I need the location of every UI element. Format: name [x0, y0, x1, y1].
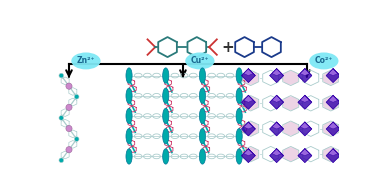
Ellipse shape: [242, 96, 259, 110]
FancyBboxPatch shape: [245, 72, 337, 162]
Ellipse shape: [71, 53, 101, 69]
Ellipse shape: [309, 53, 338, 69]
Polygon shape: [270, 122, 284, 136]
Polygon shape: [242, 95, 255, 109]
Polygon shape: [305, 149, 312, 156]
Polygon shape: [243, 149, 253, 156]
Polygon shape: [272, 149, 282, 156]
Polygon shape: [277, 69, 284, 76]
Polygon shape: [328, 122, 338, 129]
Polygon shape: [270, 69, 284, 82]
Ellipse shape: [163, 128, 169, 144]
Circle shape: [66, 104, 72, 110]
Circle shape: [74, 137, 79, 141]
Ellipse shape: [163, 149, 169, 164]
Circle shape: [74, 94, 79, 99]
Polygon shape: [333, 69, 340, 76]
Ellipse shape: [199, 149, 206, 164]
Text: Zn²⁺: Zn²⁺: [77, 56, 95, 65]
Ellipse shape: [282, 71, 299, 85]
Polygon shape: [243, 69, 253, 76]
Polygon shape: [248, 122, 255, 129]
Polygon shape: [298, 69, 312, 82]
Ellipse shape: [242, 147, 259, 161]
Polygon shape: [272, 95, 282, 102]
Ellipse shape: [199, 128, 206, 144]
Polygon shape: [298, 122, 312, 136]
Polygon shape: [243, 122, 253, 129]
Polygon shape: [326, 149, 340, 163]
Ellipse shape: [126, 68, 132, 83]
Ellipse shape: [236, 149, 242, 164]
Ellipse shape: [322, 71, 339, 85]
Ellipse shape: [126, 88, 132, 103]
Polygon shape: [300, 122, 310, 129]
Polygon shape: [300, 69, 310, 76]
Ellipse shape: [242, 122, 259, 136]
Ellipse shape: [126, 108, 132, 124]
Polygon shape: [300, 95, 310, 102]
Polygon shape: [305, 69, 312, 76]
Ellipse shape: [126, 149, 132, 164]
Ellipse shape: [282, 147, 299, 161]
Polygon shape: [270, 149, 284, 163]
Ellipse shape: [185, 53, 214, 69]
Circle shape: [66, 83, 72, 89]
Circle shape: [66, 147, 72, 153]
Polygon shape: [333, 122, 340, 129]
Polygon shape: [277, 95, 284, 102]
Polygon shape: [248, 95, 255, 102]
Text: Co²⁺: Co²⁺: [314, 56, 333, 65]
Polygon shape: [248, 149, 255, 156]
Ellipse shape: [282, 122, 299, 136]
Polygon shape: [243, 95, 253, 102]
Polygon shape: [326, 122, 340, 136]
Circle shape: [59, 158, 64, 163]
Polygon shape: [326, 69, 340, 82]
Polygon shape: [305, 122, 312, 129]
Ellipse shape: [236, 128, 242, 144]
Ellipse shape: [282, 96, 299, 110]
Polygon shape: [333, 149, 340, 156]
Ellipse shape: [236, 108, 242, 124]
Polygon shape: [242, 149, 255, 163]
Polygon shape: [298, 95, 312, 109]
Ellipse shape: [199, 108, 206, 124]
Text: +: +: [221, 40, 234, 55]
Circle shape: [59, 73, 64, 78]
Ellipse shape: [322, 147, 339, 161]
Polygon shape: [248, 69, 255, 76]
Polygon shape: [300, 149, 310, 156]
Ellipse shape: [199, 88, 206, 103]
Ellipse shape: [126, 128, 132, 144]
Ellipse shape: [163, 108, 169, 124]
Ellipse shape: [199, 68, 206, 83]
Circle shape: [66, 125, 72, 132]
Polygon shape: [305, 95, 312, 102]
Ellipse shape: [236, 68, 242, 83]
Polygon shape: [242, 69, 255, 82]
Ellipse shape: [236, 88, 242, 103]
Polygon shape: [328, 69, 338, 76]
Polygon shape: [298, 149, 312, 163]
Ellipse shape: [322, 96, 339, 110]
Polygon shape: [242, 122, 255, 136]
Polygon shape: [328, 95, 338, 102]
Polygon shape: [270, 95, 284, 109]
Ellipse shape: [242, 71, 259, 85]
Polygon shape: [272, 69, 282, 76]
Circle shape: [59, 116, 64, 120]
Text: Cu²⁺: Cu²⁺: [191, 56, 209, 65]
Ellipse shape: [163, 88, 169, 103]
Polygon shape: [333, 95, 340, 102]
Polygon shape: [326, 95, 340, 109]
Polygon shape: [272, 122, 282, 129]
Ellipse shape: [322, 122, 339, 136]
Polygon shape: [277, 122, 284, 129]
Ellipse shape: [163, 68, 169, 83]
Polygon shape: [277, 149, 284, 156]
Polygon shape: [328, 149, 338, 156]
